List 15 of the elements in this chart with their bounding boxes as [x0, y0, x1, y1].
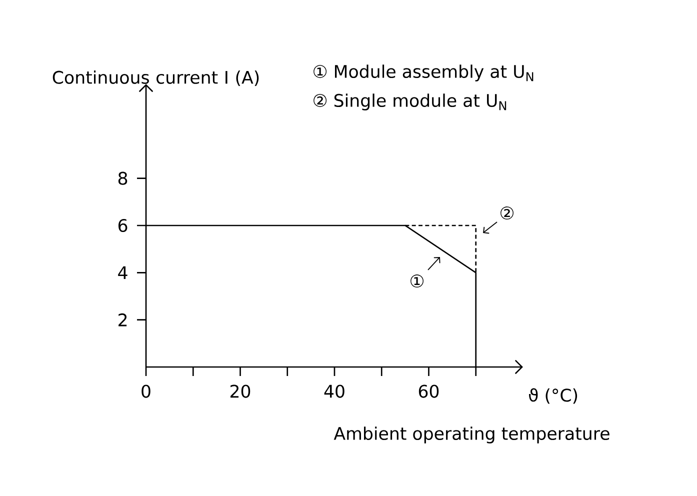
x-tick-label: 0: [142, 384, 150, 398]
annotation: ②: [500, 206, 514, 220]
x-axis-title: ϑ (°C): [529, 388, 578, 404]
y-tick-label: 6: [118, 218, 128, 232]
y-axis-title: Continuous current I (A): [52, 70, 259, 86]
text: ① Module assembly at U$_{N}$: [314, 64, 534, 82]
text: Ambient operating temperature: [334, 426, 610, 444]
annotation: ② Single module at U$_{N}$: [314, 94, 506, 110]
y-tick-label: 2: [118, 313, 127, 326]
y-tick-label: 4: [118, 266, 128, 279]
y-tick-label: 8: [118, 172, 128, 185]
x-tick-label: 20: [230, 384, 250, 398]
x-tick-label: 40: [324, 384, 344, 398]
x-tick-label: 60: [418, 384, 439, 398]
annotation: ①: [410, 274, 424, 288]
